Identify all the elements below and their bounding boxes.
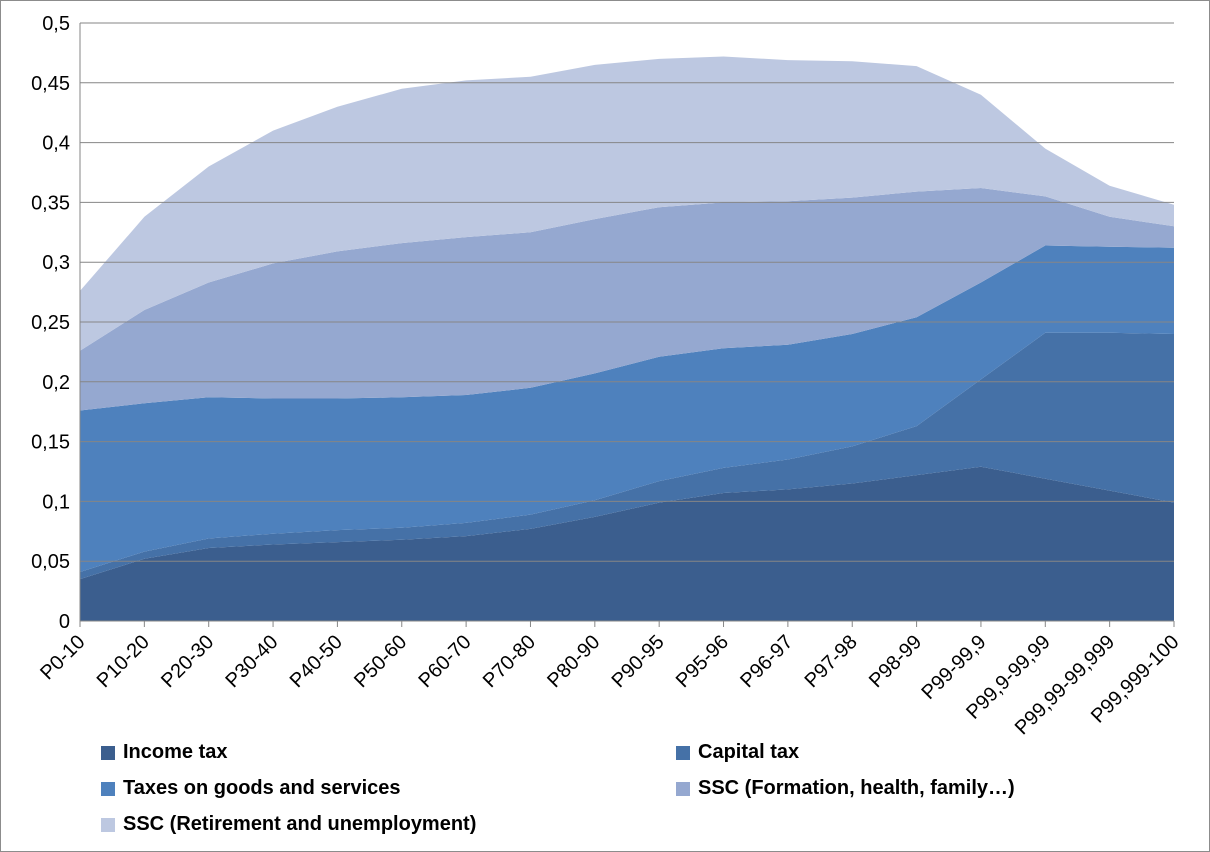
x-tick-label: P60-70	[414, 631, 475, 692]
legend-swatch	[676, 781, 690, 796]
area-taxes-on-goods-and-services	[80, 245, 1174, 572]
x-tick-label: P95-96	[672, 631, 733, 692]
x-tick-label: P97-98	[801, 631, 862, 692]
y-tick-label: 0,3	[42, 252, 70, 274]
y-axis: 0 0,05 0,1 0,15 0,2 0,25 0,3 0,35 0,4 0,45 0,5	[31, 13, 81, 633]
x-tick-label: P80-90	[543, 631, 604, 692]
x-tick-label: P0-10	[36, 631, 89, 684]
x-axis: P0-10 P10-20 P20-30 P30-40 P40-50 P50-60 P60-7…	[36, 620, 1184, 739]
area-layers	[80, 56, 1174, 621]
legend-label: Income tax	[123, 741, 228, 763]
y-tick-label: 0,5	[42, 13, 70, 35]
legend-label: Taxes on goods and services	[123, 777, 401, 799]
legend-item: SSC (Formation, health, family…)	[676, 777, 1015, 800]
x-tick-label: P30-40	[221, 631, 282, 692]
y-tick-label: 0,2	[42, 372, 70, 394]
area-ssc-formation-health-family	[80, 188, 1174, 411]
legend-item: Taxes on goods and services	[101, 777, 401, 800]
legend-label: Capital tax	[698, 741, 800, 763]
area-income-tax	[80, 466, 1174, 621]
legend-swatch	[101, 781, 115, 796]
legend-item: SSC (Retirement and unemployment)	[101, 813, 476, 836]
y-tick-label: 0,1	[42, 491, 70, 513]
y-tick-label: 0,15	[31, 432, 70, 454]
legend-item: Capital tax	[676, 741, 799, 764]
y-tick-label: 0,05	[31, 551, 70, 573]
gridlines	[80, 22, 1174, 562]
legend-swatch	[101, 745, 115, 760]
area-capital-tax	[80, 332, 1174, 580]
y-tick-label: 0,35	[31, 192, 70, 214]
legend-item: Income tax	[101, 741, 227, 764]
x-tick-label: P98-99	[865, 631, 926, 692]
legend-label: SSC (Formation, health, family…)	[698, 777, 1015, 799]
y-tick-label: 0,25	[31, 312, 70, 334]
x-tick-label: P40-50	[286, 631, 347, 692]
x-tick-label: P90-95	[608, 631, 669, 692]
x-tick-label: P96-97	[736, 631, 797, 692]
y-tick-label: 0,4	[42, 133, 70, 155]
x-tick-label: P50-60	[350, 631, 411, 692]
y-tick-label: 0	[59, 611, 70, 633]
legend-swatch	[101, 817, 115, 832]
x-tick-label: P20-30	[157, 631, 218, 692]
legend-swatch	[676, 745, 690, 760]
area-ssc-retirement-and-unemployment	[80, 56, 1174, 351]
y-tick-label: 0,45	[31, 73, 70, 95]
x-tick-label: P70-80	[479, 631, 540, 692]
legend-label: SSC (Retirement and unemployment)	[123, 813, 477, 835]
x-tick-label: P10-20	[93, 631, 154, 692]
